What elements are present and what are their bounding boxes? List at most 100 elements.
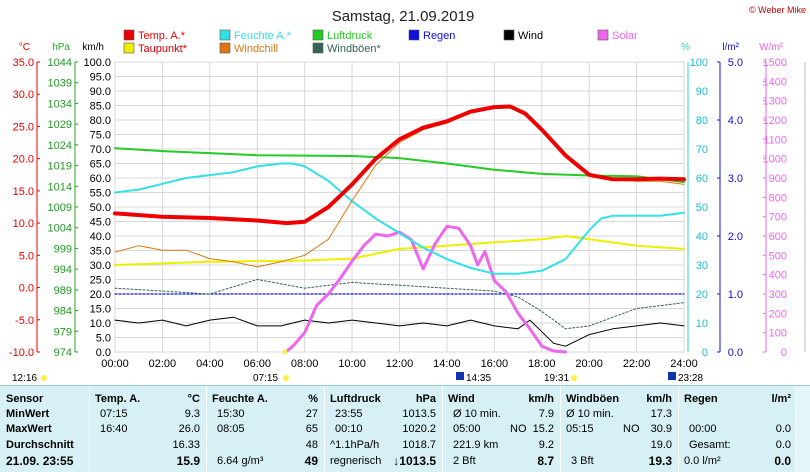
temp-tick: 10.0 [13,218,34,230]
legend-swatch [503,29,515,41]
legend-label: Regen [423,30,455,42]
label-current: 21.09. 23:55 [6,454,74,468]
wm2-tick: 900 [769,173,787,185]
press-trend-rate: ^1.1hPa/h [330,439,380,451]
wind-r2-dir: NO [510,423,527,435]
hpa-tick: 1019 [48,161,72,173]
wm2-tick: 1000 [763,154,787,166]
hum-abs: 6.64 g/m³ [217,455,264,467]
moon-icon [456,372,464,380]
temp-max: 26.0 [178,423,200,435]
press-unit: hPa [415,393,436,405]
press-header: Luftdruck [330,393,381,405]
gust-r1: 17.3 [650,408,672,420]
hpa-tick: 1009 [48,202,72,214]
rain-r2: 0.0 [775,423,791,435]
series-wind [114,316,685,347]
kmh-tick: 80.0 [90,115,111,127]
pct-tick: 80 [696,115,708,127]
wm2-tick: 500 [769,250,787,262]
unit-hpa: hPa [52,42,70,53]
temp-tick: 30.0 [13,89,34,101]
gust-r3: 19.0 [650,439,672,451]
credit-label: © Weber Mike [749,5,806,15]
wm2-tick: 1400 [763,76,787,88]
temp-tick: 25.0 [13,121,34,133]
legend-swatch [312,42,324,54]
pct-tick: 100 [690,57,708,69]
chart-title: Samstag, 21.09.2019 [332,8,475,25]
legend-swatch [312,29,324,41]
wind-header: Wind [448,393,475,405]
kmh-tick: 55.0 [90,188,111,200]
legend-label: Wind [518,30,543,42]
press-max-time: 00:10 [335,423,363,435]
temp-tick: 20.0 [13,154,34,166]
kmh-tick: 45.0 [90,217,111,229]
wm2-tick: 1500 [763,57,787,69]
sun-icon [571,375,577,381]
gust-r2: 30.9 [650,423,672,435]
temp-min-time: 07:15 [100,408,128,420]
time-axis: 00:00 02:00 04:00 06:00 08:00 10:00 12:00 14:00… [101,358,698,370]
hpa-tick: 1044 [48,57,72,69]
temp-current: 15.9 [176,454,200,468]
pressure-column: Luftdruck hPa 23:55 1013.5 00:10 1020.2 … [324,386,442,472]
pct-tick: 30 [696,260,708,272]
kmh-tick: 10.0 [90,318,111,330]
wm2-tick: 800 [769,192,787,204]
wm2-tick: 1200 [763,115,787,127]
time-tick: 02:00 [149,358,177,370]
press-min: 1013.5 [402,408,436,420]
wind-r4-label: 2 Bft [453,455,476,467]
row-label-column: Sensor MinWert MaxWert Durchschnitt 21.0… [0,386,88,472]
grid [114,61,685,353]
moon-icon [668,372,676,380]
kmh-tick: 70.0 [90,144,111,156]
legend-label: Solar [612,30,638,42]
sun-icon [41,375,47,381]
gust-current: 19.3 [648,454,672,468]
hum-max-time: 08:05 [217,423,245,435]
legend: Temp. A.* Feuchte A.* Luftdruck Regen Wind So… [123,29,638,55]
pct-tick: 50 [696,202,708,214]
label-avg: Durchschnitt [6,439,74,451]
hum-max: 65 [305,423,318,435]
gust-header: Windböen [566,393,620,405]
wind-r1: 7.9 [538,408,554,420]
kmh-tick: 0.0 [96,347,111,359]
wm2-tick: 1300 [763,96,787,108]
wm2-tick: 400 [769,270,787,282]
kmh-tick: 40.0 [90,231,111,243]
kmh-tick: 60.0 [90,173,111,185]
wind-column: Wind km/h Ø 10 min. 7.9 05:00 NO 15.2 22… [442,386,560,472]
kmh-tick: 30.0 [90,260,111,272]
temp-avg: 16.33 [172,439,200,451]
weather-chart: Samstag, 21.09.2019 © Weber Mike Temp. A… [9,5,806,384]
temp-max-time: 16:40 [100,423,128,435]
time-tick: 24:00 [670,358,698,370]
humidity-column: Feuchte A. % 15:30 27 08:05 65 48 6.64 g… [206,386,324,472]
temp-tick: 0.0 [19,283,34,295]
kmh-tick: 90.0 [90,86,111,98]
rain-header: Regen [684,393,718,405]
wind-unit: km/h [528,393,554,405]
marker-sunrise: 07:15 [253,373,278,384]
hpa-tick: 974 [54,347,72,359]
wm2-tick: 200 [769,308,787,320]
press-min-time: 23:55 [335,408,363,420]
sunrise-dot [282,349,288,355]
legend-swatch [597,29,609,41]
kmh-tick: 75.0 [90,130,111,142]
lm2-tick: 4.0 [728,115,743,127]
time-tick: 12:00 [386,358,414,370]
kmh-tick: 85.0 [90,101,111,113]
hum-unit: % [308,393,318,405]
marker-night: 23:28 [678,373,703,384]
series-solar [284,224,567,354]
day-markers: 12:16 07:15 14:35 19:31 23:28 [12,349,703,384]
pct-tick: 90 [696,86,708,98]
gust-r1-label: Ø 10 min. [566,408,614,420]
kmh-tick: 15.0 [90,304,111,316]
press-trend-label: regnerisch [330,455,382,467]
